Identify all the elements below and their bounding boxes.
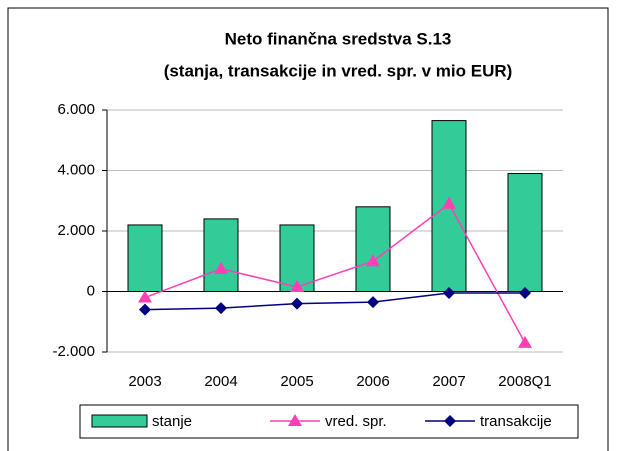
- point: [442, 196, 456, 209]
- y-tick-label: -2.000: [52, 343, 95, 360]
- line: [144, 202, 526, 344]
- legend-marker: [444, 415, 456, 427]
- bar: [203, 218, 239, 292]
- x-tick-label: 2006: [356, 373, 389, 390]
- point: [291, 297, 303, 310]
- point: [290, 279, 304, 292]
- chart-title: Neto finančna sredstva S.13: [225, 29, 452, 48]
- x-tick-label: 2007: [432, 373, 465, 390]
- chart-subtitle: (stanja, transakcije in vred. spr. v mio…: [164, 61, 513, 80]
- point: [367, 296, 379, 309]
- bar: [355, 206, 391, 292]
- point: [138, 290, 152, 303]
- x-tick-label: 2005: [280, 373, 313, 390]
- point: [366, 254, 380, 267]
- legend-marker: [288, 414, 302, 426]
- point: [519, 287, 531, 300]
- y-tick-label: 4.000: [57, 161, 95, 178]
- line: [144, 292, 525, 311]
- point: [443, 287, 455, 300]
- x-tick-label: 2008Q1: [498, 373, 551, 390]
- x-tick-label: 2003: [128, 373, 161, 390]
- legend-label: vred. spr.: [325, 413, 387, 430]
- bar: [127, 224, 163, 292]
- legend-label: stanje: [152, 413, 192, 430]
- y-tick-label: 0: [87, 282, 95, 299]
- legend-swatch: [91, 414, 148, 428]
- bar: [507, 173, 543, 292]
- y-tick-label: 2.000: [57, 222, 95, 239]
- legend-label: transakcije: [480, 413, 552, 430]
- point: [215, 302, 227, 315]
- x-tick-label: 2004: [204, 373, 237, 390]
- point: [214, 261, 228, 274]
- point: [139, 303, 151, 316]
- y-tick-label: 6.000: [57, 101, 95, 118]
- legend-box: [79, 404, 579, 439]
- point: [518, 335, 532, 348]
